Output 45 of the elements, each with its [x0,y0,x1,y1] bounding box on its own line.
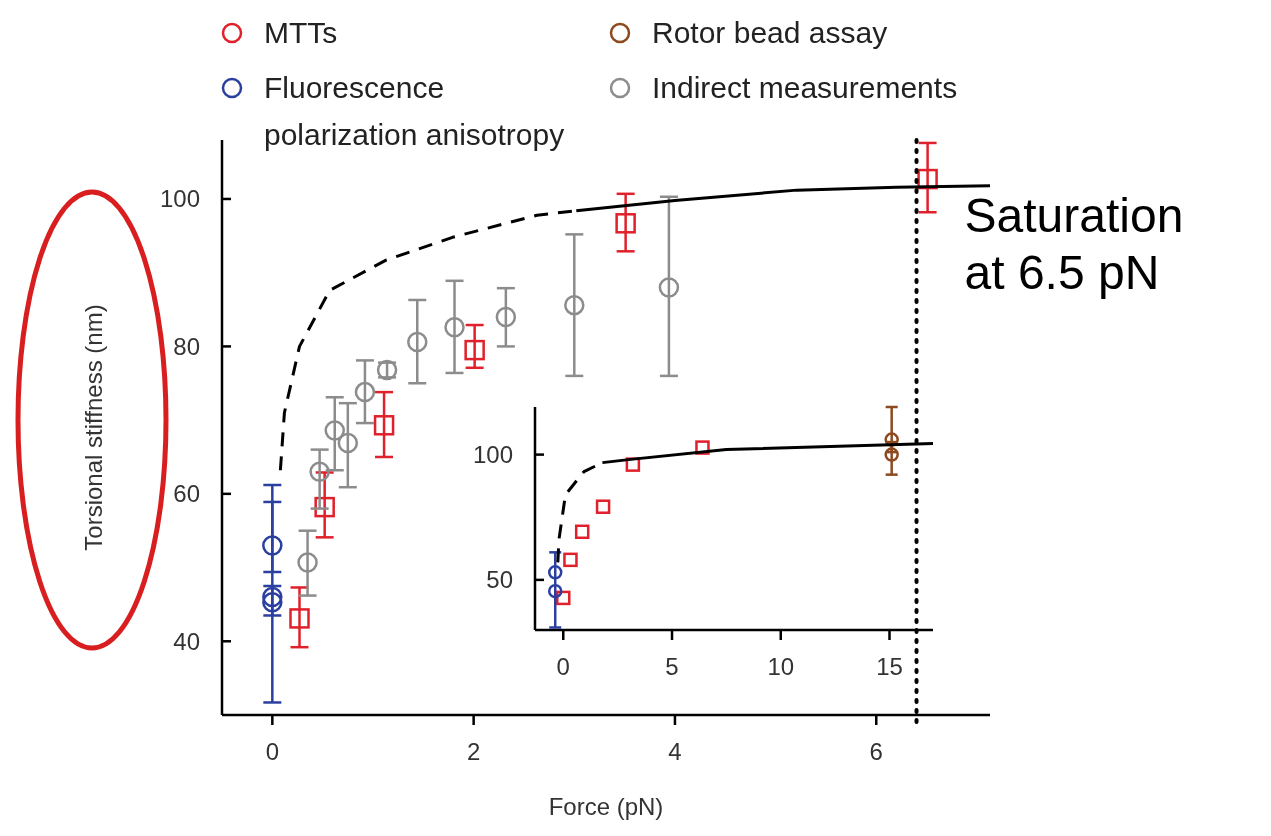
point [324,420,345,441]
point [262,586,283,608]
point [309,461,330,482]
point [564,294,585,316]
x-tick-label: 15 [876,653,903,680]
point [354,381,376,403]
legend-label: Rotor bead assay [652,16,888,49]
y-tick-label: 100 [159,185,200,213]
point [563,552,578,568]
point [444,316,465,338]
x-tick-label: 6 [869,738,883,765]
point [495,306,517,328]
x-tick-label: 10 [767,653,795,680]
point [373,415,395,436]
point [574,524,590,540]
point [314,496,335,518]
point [262,591,283,613]
x-axis-title: Force (pN) [548,793,664,820]
x-tick-label: 4 [668,738,682,765]
point [547,583,563,599]
y-tick-label: 100 [472,441,513,469]
point [297,552,318,573]
point [884,447,899,462]
legend-label: Indirect measurements [652,71,958,104]
y-tick-label: 60 [173,480,200,508]
point [595,499,611,514]
y-axis-title: Torsional stiffness (nm) [80,304,107,551]
y-tick-label: 50 [486,566,513,594]
point [658,277,680,298]
y-tick-label: 40 [173,627,200,655]
point [407,331,428,353]
point [262,535,283,556]
point [337,432,359,454]
y-tick-label: 80 [173,332,200,360]
point [464,339,485,361]
ref-line-label: Saturation at 6.5 pN [964,189,1184,299]
legend-label: MTTs [264,16,338,49]
x-tick-label: 2 [466,738,481,765]
point [547,565,563,580]
x-tick-label: 0 [556,653,570,680]
legend-label: Fluorescence polarization anisotropy [264,71,565,151]
point [615,213,636,234]
x-tick-label: 5 [665,653,679,680]
x-tick-label: 0 [265,738,280,765]
point [289,608,310,629]
